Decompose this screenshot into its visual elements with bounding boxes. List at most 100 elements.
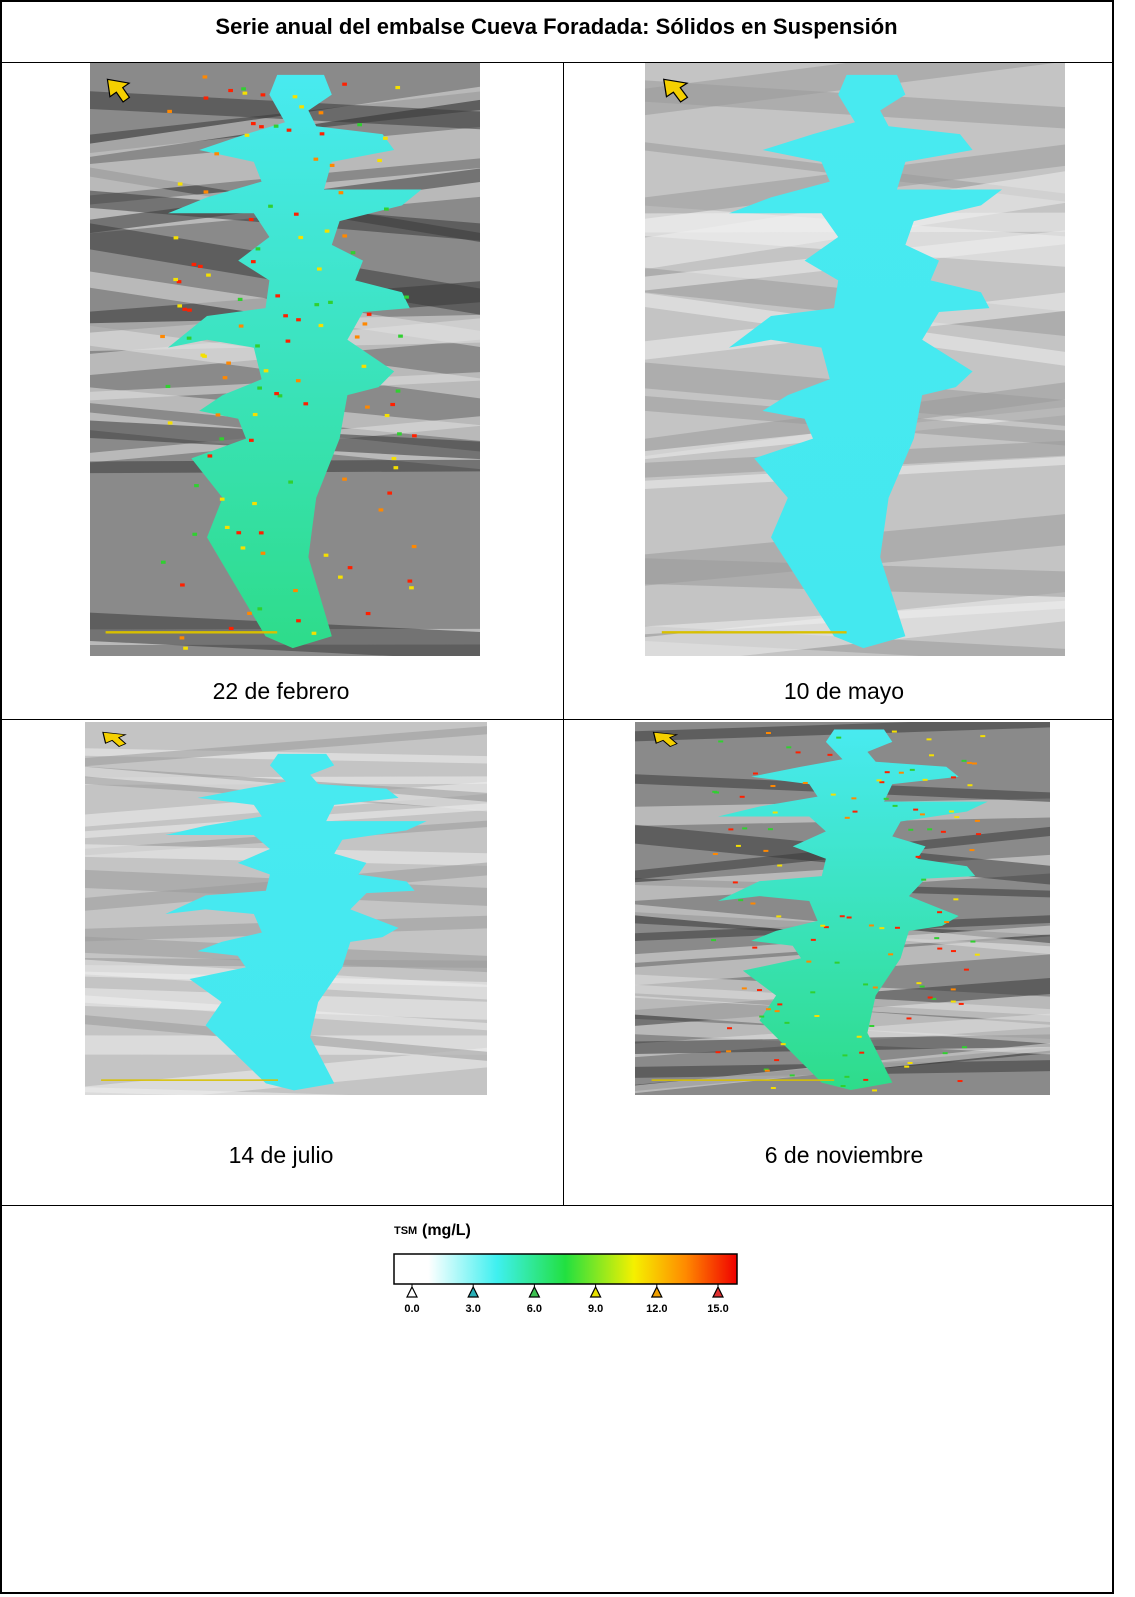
- speckle: [869, 924, 874, 926]
- speckle: [927, 738, 932, 740]
- speckle: [964, 969, 969, 971]
- speckle: [379, 508, 384, 511]
- border: [0, 0, 1114, 2]
- speckle: [873, 987, 878, 989]
- speckle: [366, 612, 371, 615]
- speckle: [962, 1046, 967, 1048]
- speckle: [330, 164, 335, 167]
- caption: 14 de julio: [0, 1142, 562, 1169]
- speckle: [763, 850, 768, 852]
- speckle: [916, 856, 921, 858]
- speckle: [718, 740, 723, 742]
- speckle: [923, 779, 928, 781]
- speckle: [774, 1059, 779, 1061]
- speckle: [226, 362, 231, 365]
- speckle: [251, 260, 256, 263]
- speckle: [962, 760, 967, 762]
- speckle: [916, 982, 921, 984]
- speckle: [776, 915, 781, 917]
- speckle: [206, 274, 211, 277]
- speckle: [288, 480, 293, 483]
- tick-label: 15.0: [707, 1303, 728, 1315]
- image-render: [635, 722, 1050, 1095]
- speckle: [314, 158, 319, 161]
- speckle: [351, 251, 356, 254]
- speckle: [392, 457, 397, 460]
- speckle: [319, 111, 324, 114]
- speckle: [951, 950, 956, 952]
- speckle: [827, 754, 832, 756]
- speckle: [888, 953, 893, 955]
- speckle: [249, 439, 254, 442]
- speckle: [831, 794, 836, 796]
- speckle: [820, 925, 825, 927]
- speckle: [342, 234, 347, 237]
- speckle: [859, 1052, 864, 1054]
- speckle: [845, 817, 850, 819]
- speckle: [716, 1051, 721, 1053]
- speckle: [243, 92, 248, 95]
- speckle: [840, 915, 845, 917]
- speckle: [395, 86, 400, 89]
- speckle: [390, 403, 395, 406]
- border: [563, 62, 564, 1205]
- speckle: [283, 314, 288, 317]
- speckle: [397, 432, 402, 435]
- speckle: [770, 785, 775, 787]
- speckle: [928, 997, 933, 999]
- speckle: [944, 921, 949, 923]
- speckle: [216, 413, 221, 416]
- speckle: [275, 294, 280, 297]
- speckle: [786, 746, 791, 748]
- speckle: [201, 354, 206, 357]
- speckle: [727, 1027, 732, 1029]
- speckle: [728, 828, 733, 830]
- speckle: [296, 318, 301, 321]
- speckle: [320, 132, 325, 135]
- speckle: [752, 947, 757, 949]
- speckle: [975, 820, 980, 822]
- tick-label: 6.0: [527, 1303, 542, 1315]
- border: [0, 719, 1114, 720]
- satellite-image: [85, 722, 487, 1095]
- speckle: [712, 791, 717, 793]
- speckle: [796, 751, 801, 753]
- speckle: [777, 865, 782, 867]
- speckle: [811, 939, 816, 941]
- speckle: [775, 1010, 780, 1012]
- speckle: [355, 335, 360, 338]
- speckle: [910, 769, 915, 771]
- speckle: [180, 583, 185, 586]
- speckle: [895, 927, 900, 929]
- speckle: [959, 1003, 964, 1005]
- image-render: [85, 722, 487, 1095]
- speckle: [328, 301, 333, 304]
- border: [0, 0, 2, 1594]
- speckle: [394, 466, 399, 469]
- tick-marker: [529, 1287, 539, 1297]
- speckle: [261, 552, 266, 555]
- speckle: [238, 298, 243, 301]
- speckle: [247, 612, 252, 615]
- speckle: [252, 502, 257, 505]
- speckle: [954, 816, 959, 818]
- speckle: [259, 125, 264, 128]
- speckle: [312, 632, 317, 635]
- speckle: [293, 589, 298, 592]
- speckle: [396, 389, 401, 392]
- title: Serie anual del embalse Cueva Foradada: …: [0, 14, 1113, 40]
- speckle: [294, 213, 299, 216]
- caption: 22 de febrero: [0, 678, 562, 705]
- speckle: [857, 1036, 862, 1038]
- speckle: [187, 309, 192, 312]
- speckle: [863, 983, 868, 985]
- speckle: [738, 899, 743, 901]
- speckle: [274, 125, 279, 128]
- speckle: [967, 762, 972, 764]
- speckle: [885, 771, 890, 773]
- caption: 10 de mayo: [563, 678, 1125, 705]
- speckle: [404, 296, 409, 299]
- speckle: [892, 731, 897, 733]
- speckle: [319, 324, 324, 327]
- speckle: [259, 531, 264, 534]
